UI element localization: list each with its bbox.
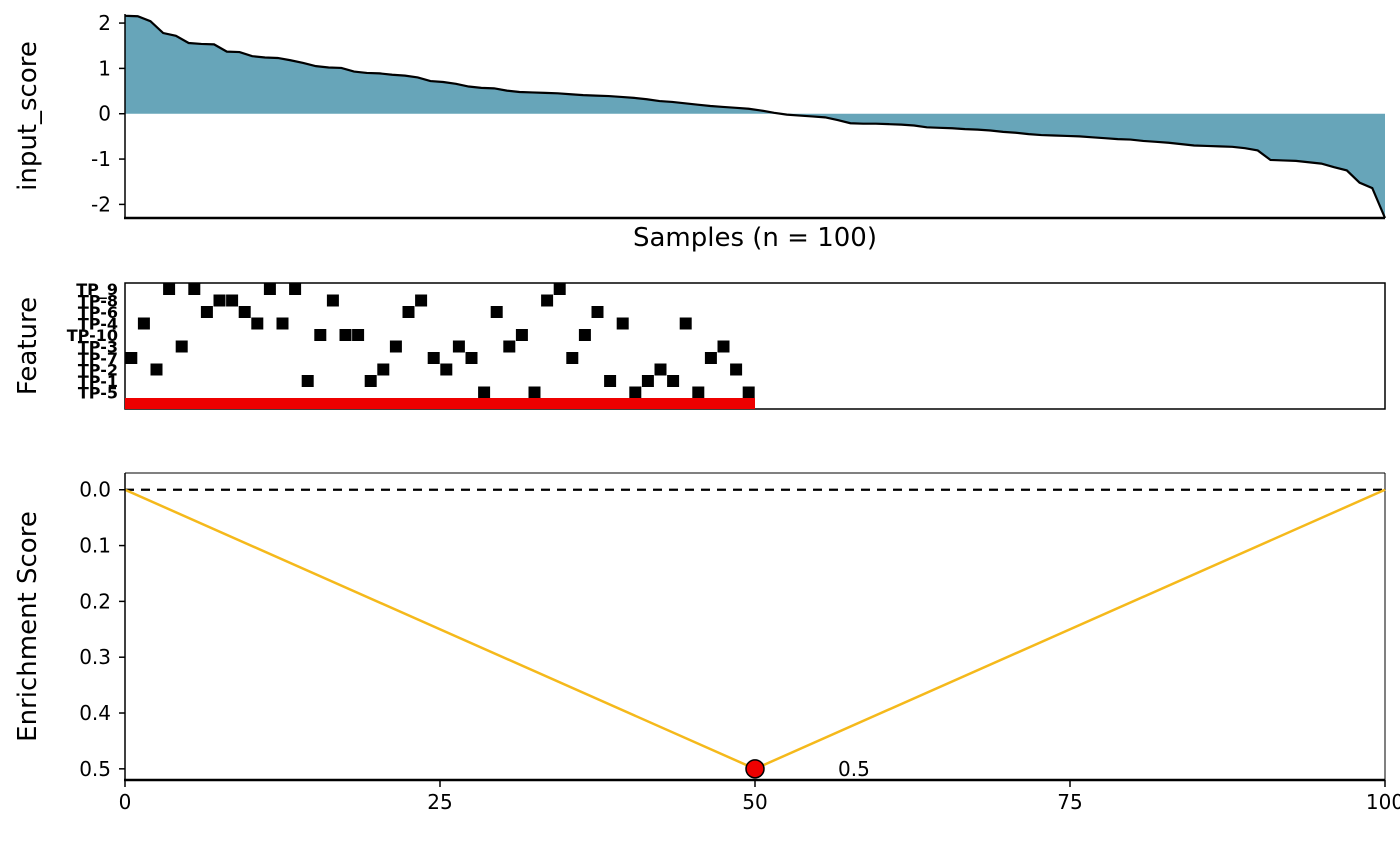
hit-marker — [339, 329, 352, 341]
hit-marker — [566, 352, 579, 364]
hit-marker — [515, 329, 528, 341]
es-x-tick-label: 100 — [1366, 790, 1400, 814]
hit-marker — [667, 375, 680, 387]
hit-marker — [465, 352, 478, 364]
es-peak-point — [745, 759, 765, 779]
hit-marker — [478, 386, 491, 399]
score-y-tick-label: -2 — [91, 192, 111, 216]
hit-marker — [175, 340, 188, 353]
hit-marker — [704, 352, 717, 364]
feature-label: TP-1 — [78, 372, 118, 391]
score-x-axis-title: Samples (n = 100) — [633, 223, 877, 253]
es-y-tick-label: 0.3 — [79, 645, 111, 669]
score-y-tick-label: 0 — [98, 102, 111, 126]
hit-marker — [692, 386, 705, 399]
hit-marker — [326, 294, 339, 307]
hit-marker — [251, 317, 264, 330]
leading-edge-bar — [125, 398, 755, 409]
score-y-axis-title: input_score — [13, 41, 43, 191]
hit-marker — [629, 386, 642, 399]
es-y-axis-title: Enrichment Score — [13, 511, 43, 742]
es-y-tick-label: 0.2 — [79, 589, 111, 613]
feature-label: TP-4 — [78, 315, 118, 334]
hit-marker — [125, 352, 138, 364]
hit-marker — [150, 363, 163, 376]
es-x-tick-label: 50 — [742, 790, 767, 814]
hit-marker — [717, 340, 730, 353]
score-line — [124, 14, 1387, 219]
score-y-tick-label: 1 — [98, 56, 111, 80]
hit-marker — [226, 294, 239, 307]
feature-label: TP-8 — [78, 292, 118, 311]
hit-marker — [730, 363, 743, 376]
es-y-tick-label: 0.5 — [79, 757, 111, 781]
hit-marker — [440, 363, 453, 376]
hit-marker — [263, 283, 276, 295]
hit-marker — [389, 340, 402, 353]
es-peak-label: 0.5 — [838, 757, 870, 781]
hit-marker — [137, 317, 150, 330]
es-y-tick-label: 0.1 — [79, 534, 111, 558]
hit-marker — [314, 329, 327, 341]
hit-marker — [528, 386, 541, 399]
feature-label: TP-6 — [78, 303, 118, 322]
hit-marker — [591, 306, 604, 318]
score-y-tick-label: -1 — [91, 147, 111, 171]
hit-marker — [604, 375, 617, 387]
feature-label: TP-10 — [67, 326, 118, 345]
hit-marker — [427, 352, 440, 364]
hit-marker — [188, 283, 201, 295]
es-y-tick-label: 0.0 — [79, 478, 111, 502]
hit-marker — [276, 317, 289, 330]
hit-marker — [490, 306, 503, 318]
feature-panel-frame — [124, 282, 1386, 410]
hit-marker — [377, 363, 390, 376]
hit-marker — [679, 317, 692, 330]
hit-marker — [578, 329, 591, 341]
feature-label: TP_9 — [76, 280, 118, 299]
feature-y-axis-title: Feature — [13, 297, 43, 395]
hit-marker — [553, 283, 566, 295]
es-line — [124, 488, 1386, 771]
hit-marker — [654, 363, 667, 376]
hit-marker — [352, 329, 365, 341]
es-x-tick-label: 75 — [1057, 790, 1082, 814]
hit-marker — [213, 294, 226, 307]
score-area — [125, 15, 1385, 219]
hit-marker — [163, 283, 176, 295]
hit-marker — [289, 283, 302, 295]
hit-marker — [452, 340, 465, 353]
es-y-tick-label: 0.4 — [79, 701, 111, 725]
hit-marker — [402, 306, 415, 318]
es-x-tick-label: 0 — [119, 790, 132, 814]
hit-marker — [541, 294, 554, 307]
feature-label: TP-7 — [78, 349, 118, 368]
hit-marker — [200, 306, 213, 318]
hit-marker — [503, 340, 516, 353]
hit-marker — [301, 375, 314, 387]
feature-label: TP-3 — [78, 338, 118, 357]
es-x-tick-label: 25 — [427, 790, 452, 814]
hit-marker — [415, 294, 428, 307]
feature-label: TP-2 — [78, 361, 118, 380]
hit-marker — [742, 386, 755, 399]
hit-marker — [238, 306, 251, 318]
feature-label: TP-5 — [78, 384, 118, 403]
hit-marker — [364, 375, 377, 387]
hit-marker — [616, 317, 629, 330]
score-y-tick-label: 2 — [98, 11, 111, 35]
hit-marker — [641, 375, 654, 387]
